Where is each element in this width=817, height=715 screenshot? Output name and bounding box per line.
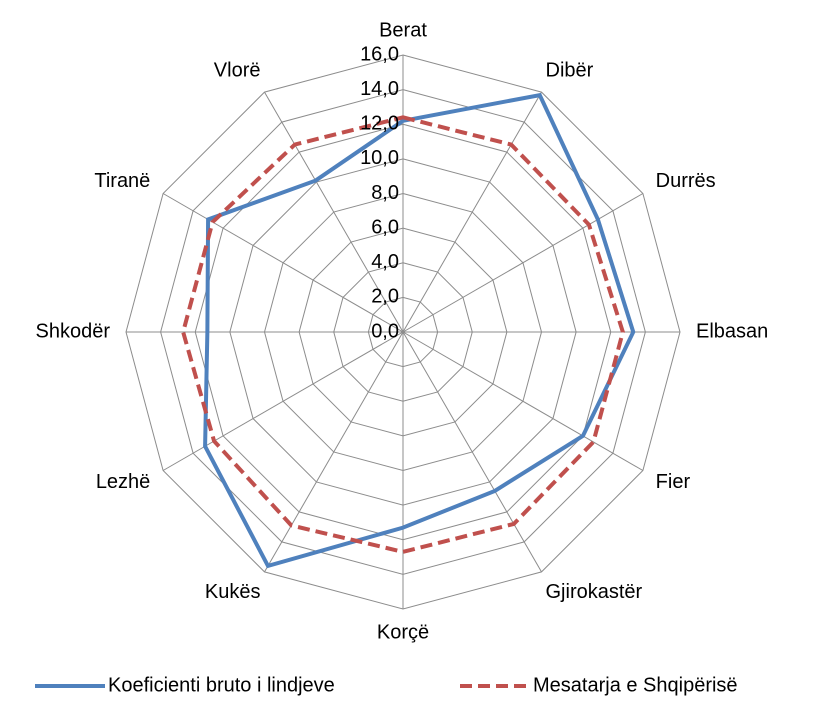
category-label: Lezhë	[96, 471, 151, 493]
tick-label: 12,0	[360, 113, 399, 135]
tick-label: 14,0	[360, 78, 399, 100]
category-label: Vlorë	[214, 60, 261, 82]
legend-label: Mesatarja e Shqipërisë	[533, 674, 738, 696]
category-label: Kukës	[205, 581, 261, 603]
tick-label: 8,0	[371, 182, 399, 204]
grid-ring	[229, 158, 577, 506]
tick-label: 6,0	[371, 216, 399, 238]
tick-label: 0,0	[371, 320, 399, 342]
grid-ring	[194, 123, 612, 541]
category-label: Gjirokastër	[546, 581, 643, 603]
grid-ring	[125, 54, 681, 610]
legend-label: Koeficienti bruto i lindjeve	[108, 674, 335, 696]
category-label: Tiranë	[94, 170, 150, 192]
category-label: Durrës	[656, 170, 716, 192]
category-label: Dibër	[546, 60, 594, 82]
category-label: Shkodër	[36, 320, 111, 342]
grid-ring	[333, 262, 473, 402]
grid-ring	[263, 192, 543, 472]
tick-label: 16,0	[360, 43, 399, 65]
tick-label: 10,0	[360, 147, 399, 169]
series-line	[203, 92, 636, 569]
tick-label: 2,0	[371, 286, 399, 308]
grid-ring	[160, 89, 646, 575]
grid-ring	[298, 227, 508, 437]
tick-label: 4,0	[371, 251, 399, 273]
series-line	[181, 115, 625, 554]
grid-ring	[367, 296, 439, 368]
category-label: Berat	[379, 19, 427, 41]
category-label: Korçë	[377, 621, 429, 643]
category-label: Elbasan	[696, 320, 768, 342]
category-label: Fier	[656, 471, 691, 493]
